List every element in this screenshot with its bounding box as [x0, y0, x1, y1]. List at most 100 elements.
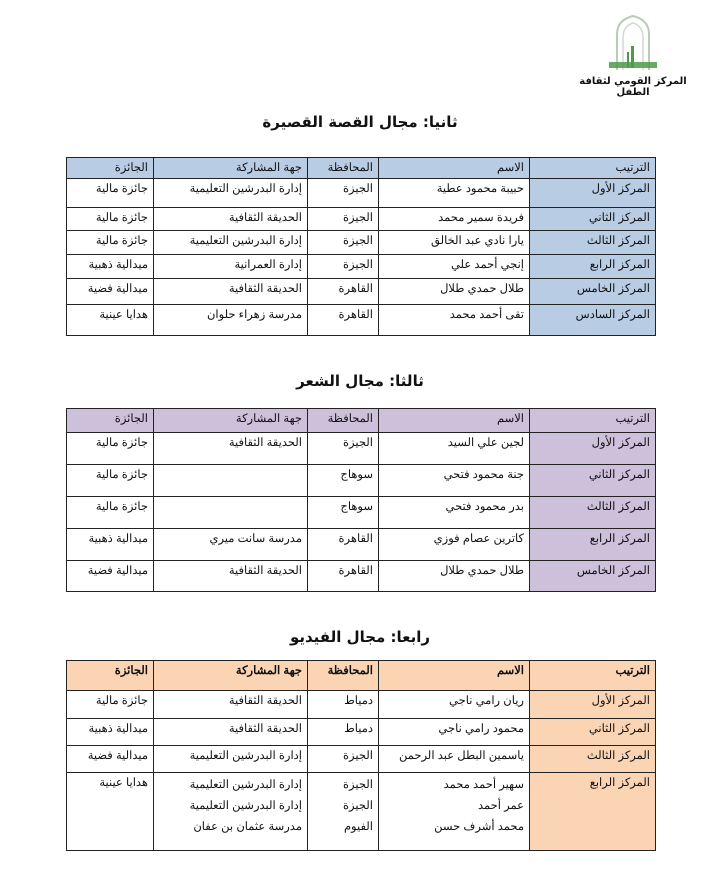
- results-table: الترتيب الاسم المحافظة جهة المشاركة الجائزة ا…: [66, 660, 656, 851]
- table-row: المركز الخامس طلال حمدي طلال القاهرة الحديق…: [66, 278, 656, 305]
- cell-text: المركز الأول: [591, 695, 650, 707]
- logo-text: المركز القومي لثقافة الطفل: [579, 76, 687, 98]
- cell-governorate: القاهرة: [307, 560, 379, 592]
- cell-text: كاترين عصام فوزي: [433, 533, 524, 545]
- cell-name: ريان رامي ناجي: [378, 690, 530, 719]
- cell-name: لجين علي السيد: [378, 432, 530, 465]
- results-table: الترتيب الاسم المحافظة جهة المشاركة الجائزة ا…: [66, 408, 656, 592]
- cell-governorate: الجيزة الجيزة الفيوم: [307, 772, 379, 851]
- cell-entity: [153, 496, 308, 529]
- cell-text: ريان رامي ناجي: [449, 695, 524, 707]
- cell-text: فريدة سمير محمد: [438, 212, 524, 224]
- table-row: المركز الثاني فريدة سمير محمد الجيزة الحديق…: [66, 207, 656, 231]
- cell-text: الجيزة: [343, 779, 373, 791]
- cell-text: المركز الثاني: [588, 212, 650, 224]
- cell-text: إدارة البدرشين التعليمية: [189, 800, 302, 812]
- cell-text: مدرسة زهراء حلوان: [206, 309, 302, 321]
- cell-entity: الحديقة الثقافية: [153, 207, 308, 231]
- cell-text: طلال حمدي طلال: [440, 283, 524, 295]
- cell-name: ياسمين البطل عبد الرحمن: [378, 745, 530, 773]
- cell-rank: المركز الثالث: [529, 745, 656, 773]
- cell-name: طلال حمدي طلال: [378, 560, 530, 592]
- cell-prize: ميدالية فضية: [66, 278, 154, 305]
- cell-text: جائزة مالية: [95, 212, 148, 224]
- cell-text: المركز الثاني: [588, 469, 650, 481]
- cell-text: بدر محمود فتحي: [445, 501, 524, 513]
- cell-text: إدارة العمرانية: [234, 259, 302, 271]
- table-row: المركز الرابع كاترين عصام فوزي القاهرة مدرس…: [66, 528, 656, 561]
- cell-text: جائزة مالية: [95, 695, 148, 707]
- cell-text: محمد أشرف حسن: [434, 821, 524, 833]
- cell-prize: جائزة مالية: [66, 690, 154, 719]
- cell-governorate: القاهرة: [307, 278, 379, 305]
- table-row: المركز الرابع سهير أحمد محمد عمر أحمد محمد …: [66, 772, 656, 851]
- column-header-name: الاسم: [378, 408, 530, 433]
- cell-name: بدر محمود فتحي: [378, 496, 530, 529]
- table-row: المركز السادس تقى أحمد محمد القاهرة مدرسة ز…: [66, 304, 656, 336]
- cell-text: إدارة البدرشين التعليمية: [189, 750, 302, 762]
- cell-text: هدايا عينية: [99, 309, 148, 321]
- cell-text: المركز الخامس: [576, 283, 650, 295]
- column-header-governorate: المحافظة: [307, 660, 379, 691]
- section-title: ثالثا: مجال الشعر: [296, 372, 424, 390]
- cell-name: كاترين عصام فوزي: [378, 528, 530, 561]
- cell-prize: هدايا عينية: [66, 772, 154, 851]
- cell-name: طلال حمدي طلال: [378, 278, 530, 305]
- cell-governorate: الجيزة: [307, 745, 379, 773]
- cell-text: الحديقة الثقافية: [228, 212, 302, 224]
- cell-governorate: الجيزة: [307, 254, 379, 279]
- cell-text: إدارة البدرشين التعليمية: [189, 183, 302, 195]
- cell-rank: المركز الرابع: [529, 254, 656, 279]
- cell-governorate: سوهاج: [307, 464, 379, 497]
- cell-entity: مدرسة سانت ميري: [153, 528, 308, 561]
- cell-entity: مدرسة زهراء حلوان: [153, 304, 308, 336]
- cell-name: تقى أحمد محمد: [378, 304, 530, 336]
- cell-text: إدارة البدرشين التعليمية: [189, 235, 302, 247]
- cell-text: الجيزة: [343, 750, 373, 762]
- cell-text: جائزة مالية: [95, 469, 148, 481]
- cell-prize: جائزة مالية: [66, 230, 154, 255]
- cell-governorate: القاهرة: [307, 528, 379, 561]
- logo: المركز القومي لثقافة الطفل: [568, 12, 698, 98]
- table-row: المركز الثالث بدر محمود فتحي سوهاج جائزة ما…: [66, 496, 656, 529]
- cell-text: المركز الخامس: [576, 565, 650, 577]
- cell-text: المركز الرابع: [589, 259, 650, 271]
- cell-text: جائزة مالية: [95, 501, 148, 513]
- table-row: المركز الأول ريان رامي ناجي دمياط الحديقة ا…: [66, 690, 656, 719]
- cell-prize: ميدالية ذهبية: [66, 528, 154, 561]
- cell-text: الحديقة الثقافية: [228, 723, 302, 735]
- cell-rank: المركز الثاني: [529, 718, 656, 746]
- cell-rank: المركز الثالث: [529, 230, 656, 255]
- cell-text: حبيبة محمود عطية: [436, 183, 524, 195]
- column-header-prize: الجائزة: [66, 157, 154, 179]
- cell-rank: المركز السادس: [529, 304, 656, 336]
- table-row: المركز الثاني جنة محمود فتحي سوهاج جائزة ما…: [66, 464, 656, 497]
- cell-text: المركز الرابع: [589, 533, 650, 545]
- cell-entity: إدارة البدرشين التعليمية: [153, 230, 308, 255]
- cell-prize: جائزة مالية: [66, 464, 154, 497]
- cell-entity: الحديقة الثقافية: [153, 690, 308, 719]
- cell-entity: الحديقة الثقافية: [153, 560, 308, 592]
- cell-text: ميدالية فضية: [87, 750, 148, 762]
- cell-name: حبيبة محمود عطية: [378, 178, 530, 208]
- cell-rank: المركز الثالث: [529, 496, 656, 529]
- cell-text: دمياط: [344, 723, 373, 735]
- cell-text: هدايا عينية: [99, 777, 148, 789]
- cell-text: سوهاج: [340, 469, 373, 481]
- cell-text: الفيوم: [343, 821, 373, 833]
- cell-text: الجيزة: [343, 235, 373, 247]
- cell-text: جائزة مالية: [95, 183, 148, 195]
- table-header-row: الترتيب الاسم المحافظة جهة المشاركة الجائزة: [66, 408, 656, 433]
- column-header-entity: جهة المشاركة: [153, 660, 308, 691]
- cell-rank: المركز الرابع: [529, 528, 656, 561]
- cell-text: محمود رامي ناجي: [438, 723, 524, 735]
- cell-rank: المركز الأول: [529, 178, 656, 208]
- column-header-prize: الجائزة: [66, 408, 154, 433]
- results-table: الترتيب الاسم المحافظة جهة المشاركة الجائزة ا…: [66, 157, 656, 336]
- cell-entity: الحديقة الثقافية: [153, 432, 308, 465]
- table-row: المركز الخامس طلال حمدي طلال القاهرة الحديق…: [66, 560, 656, 592]
- cell-name: فريدة سمير محمد: [378, 207, 530, 231]
- cell-prize: ميدالية ذهبية: [66, 254, 154, 279]
- cell-text: المركز الثالث: [586, 501, 650, 513]
- cell-rank: المركز الرابع: [529, 772, 656, 851]
